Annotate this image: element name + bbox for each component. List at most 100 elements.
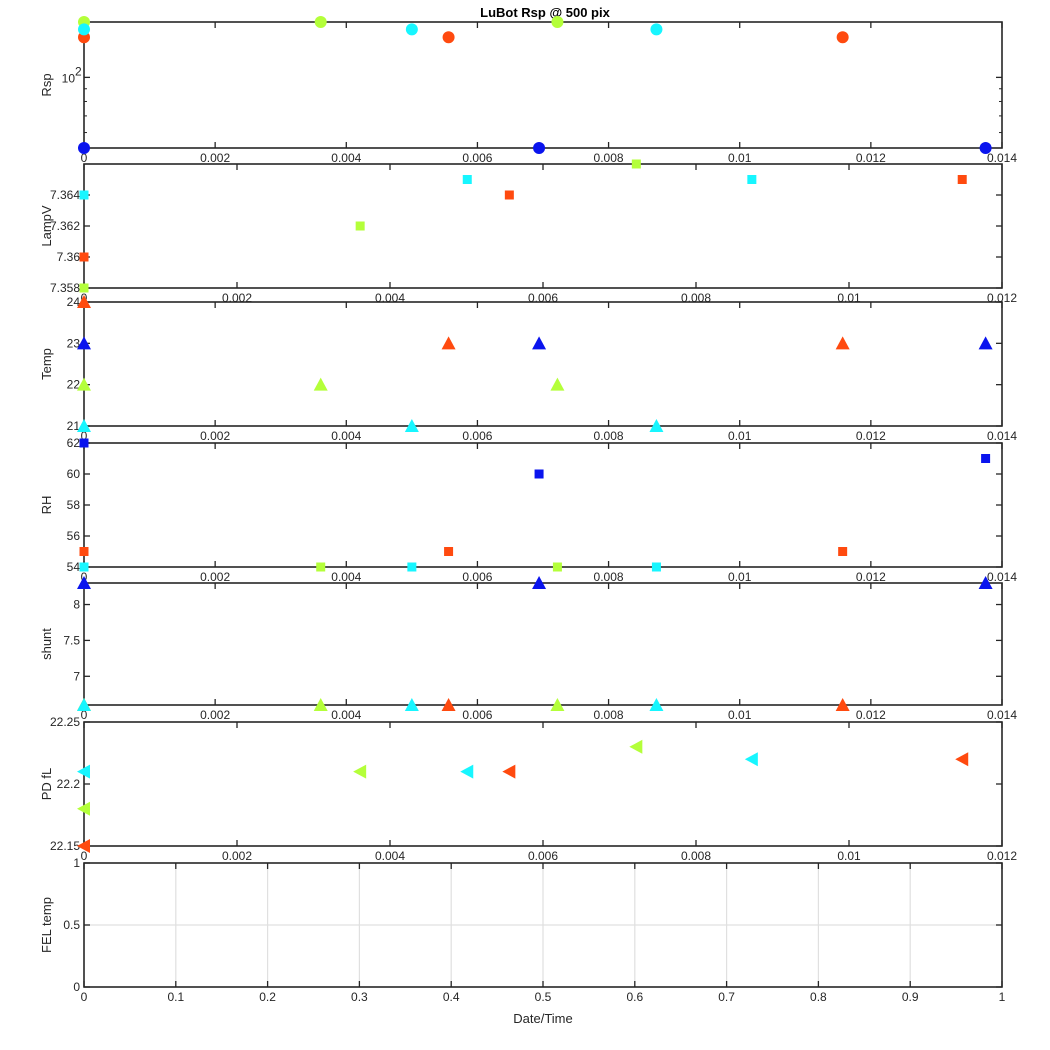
data-point-blue xyxy=(981,454,991,463)
x-tick-label: 0.002 xyxy=(200,151,230,165)
x-tick-label: 0.4 xyxy=(443,990,460,1004)
data-point-lime xyxy=(550,698,565,711)
data-point-lime xyxy=(353,764,367,779)
subplot-fel-temp: 0 0.1 0.2 0.3 0.4 0.5 0.6 0.7 0.8 0.9 1 0 0.5 1 FEL te… xyxy=(39,856,1006,1026)
x-axis-label: Date/Time xyxy=(513,1011,572,1026)
data-point-lime xyxy=(316,562,326,572)
x-tick-label: 0.004 xyxy=(331,570,361,584)
data-point-orange xyxy=(442,31,455,44)
subplot-shunt: 0 0.002 0.004 0.006 0.008 0.01 0.012 0.014 7 7.5 8… xyxy=(39,576,1017,722)
x-tick-label: 0.006 xyxy=(528,291,558,305)
x-tick-label: 0.012 xyxy=(856,570,886,584)
axes-box xyxy=(83,442,1003,568)
data-point-orange xyxy=(441,698,456,711)
data-point-cyan xyxy=(405,23,418,36)
data-point-orange xyxy=(836,31,849,44)
data-point-orange xyxy=(835,336,850,350)
axes-box xyxy=(83,21,1003,149)
axes-box xyxy=(83,862,1003,988)
data-point-orange xyxy=(835,698,850,711)
y-tick-label: 56 xyxy=(67,529,81,543)
y-tick-label: 1 xyxy=(73,856,80,870)
y-tick-label: 0.5 xyxy=(63,918,80,932)
data-point-cyan xyxy=(649,698,664,711)
data-point-orange xyxy=(77,839,90,853)
data-point-cyan xyxy=(77,698,91,711)
x-tick-label: 0.3 xyxy=(351,990,368,1004)
data-point-blue xyxy=(978,576,993,589)
data-point-lime xyxy=(551,16,564,28)
data-point-orange xyxy=(79,547,89,556)
data-point-cyan xyxy=(460,764,474,779)
x-tick-label: 0.014 xyxy=(987,708,1017,722)
x-tick-label: 0 xyxy=(81,151,88,165)
y-tick-label: 22 xyxy=(67,378,81,392)
x-tick-label: 0.008 xyxy=(594,429,624,443)
data-point-cyan xyxy=(747,175,757,184)
subplot-rh: 00.0020.0040.0060.0080.010.0120.01454565… xyxy=(39,436,1017,584)
data-point-orange xyxy=(77,295,91,308)
y-tick-label: 60 xyxy=(67,467,81,481)
x-tick-label: 0.006 xyxy=(462,429,492,443)
x-tick-label: 0.014 xyxy=(987,429,1017,443)
x-tick-label: 0.006 xyxy=(462,570,492,584)
x-tick-label: 0.6 xyxy=(626,990,643,1004)
y-axis-label: PD fL xyxy=(39,768,54,801)
x-tick-label: 0.01 xyxy=(728,708,752,722)
data-point-cyan xyxy=(78,23,90,36)
y-tick-label: 7.364 xyxy=(50,188,80,202)
y-tick-label: 7 xyxy=(73,669,80,683)
data-point-cyan xyxy=(649,419,664,432)
data-point-orange xyxy=(441,336,456,350)
x-tick-label: 0.8 xyxy=(810,990,827,1004)
y-tick-label: 0 xyxy=(73,980,80,994)
x-tick-label: 0.006 xyxy=(462,708,492,722)
x-tick-label: 0.9 xyxy=(902,990,919,1004)
x-tick-label: 0.002 xyxy=(222,849,252,863)
x-tick-label: 0.006 xyxy=(528,849,558,863)
data-point-lime xyxy=(77,801,90,816)
y-tick-label: 24 xyxy=(67,295,81,309)
x-tick-label: 0.004 xyxy=(331,708,361,722)
x-tick-label: 0.008 xyxy=(681,849,711,863)
y-tick-label: 7.36 xyxy=(57,250,81,264)
y-tick-label: 22.15 xyxy=(50,839,80,853)
y-tick-label: 22.25 xyxy=(50,715,80,729)
data-point-lime xyxy=(77,377,91,391)
data-point-cyan xyxy=(407,562,417,572)
axes-box xyxy=(83,301,1003,427)
y-tick-label: 62 xyxy=(67,436,81,450)
data-point-orange xyxy=(502,764,516,779)
axes-box xyxy=(83,582,1003,706)
x-tick-label: 0.004 xyxy=(331,151,361,165)
data-point-blue xyxy=(532,336,547,350)
x-tick-label: 0.012 xyxy=(856,429,886,443)
y-axis-label: shunt xyxy=(39,628,54,660)
x-tick-label: 0 xyxy=(81,429,88,443)
x-tick-label: 0.002 xyxy=(222,291,252,305)
subplot-lampv: 00.0020.0040.0060.0080.010.0127.3587.367… xyxy=(39,159,1017,305)
x-tick-label: 0.7 xyxy=(718,990,735,1004)
data-point-cyan xyxy=(404,419,419,432)
x-tick-label: 0.008 xyxy=(594,151,624,165)
y-tick-exponent: 2 xyxy=(75,64,82,78)
x-tick-label: 0.002 xyxy=(200,429,230,443)
data-point-lime xyxy=(631,159,641,169)
data-point-cyan xyxy=(651,562,661,572)
y-tick-label: 7.5 xyxy=(63,633,80,647)
data-point-blue xyxy=(979,142,992,154)
data-point-cyan xyxy=(79,562,89,572)
y-tick-label: 7.362 xyxy=(50,219,80,233)
y-tick-label: 7.358 xyxy=(50,281,80,295)
x-tick-label: 0.012 xyxy=(856,151,886,165)
data-point-cyan xyxy=(650,23,663,36)
data-point-lime xyxy=(550,377,565,391)
x-tick-label: 0.012 xyxy=(987,849,1017,863)
subplot-rsp: 0 0.002 0.004 0.006 0.008 0.01 0.012 0.014 10 2 Rs… xyxy=(39,16,1017,165)
data-point-lime xyxy=(629,739,643,754)
data-point-orange xyxy=(79,252,89,262)
x-tick-label: 0.008 xyxy=(681,291,711,305)
axes-box xyxy=(83,721,1003,847)
data-point-lime xyxy=(355,221,365,231)
x-tick-label: 0.012 xyxy=(856,708,886,722)
